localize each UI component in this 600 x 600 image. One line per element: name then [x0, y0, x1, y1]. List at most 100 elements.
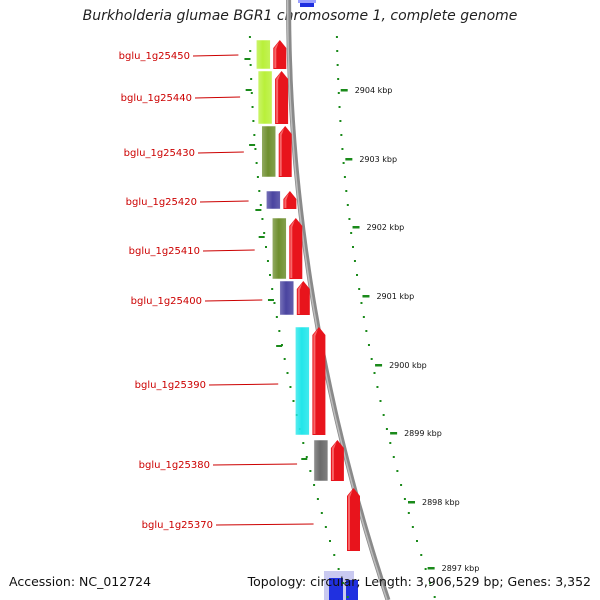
gene-label: bglu_1g25420 [126, 197, 197, 208]
outer-dot [411, 526, 414, 528]
inner-dot [289, 386, 292, 388]
scale-tick-mark [352, 226, 360, 229]
arrow-highlight [331, 442, 337, 480]
outer-dot [346, 204, 349, 206]
gene-label-leader [208, 383, 279, 386]
cog-category-block [313, 439, 329, 482]
forward-strand-arrow [289, 218, 303, 279]
inner-dot [283, 358, 286, 360]
gene-bglu_1g25410: bglu_1g25410 [129, 217, 303, 280]
outer-dot [433, 596, 436, 598]
inner-dot [278, 330, 281, 332]
cog-category-block [256, 39, 271, 70]
inner-dot [253, 134, 256, 136]
outer-dot [392, 456, 395, 458]
scale-tick-label: 2897 kbp [442, 564, 480, 573]
scale-tick-mark [340, 89, 348, 92]
neighbor-ring-top [300, 0, 314, 7]
gene-label-leader [212, 463, 298, 466]
outer-dot [407, 512, 410, 514]
outer-dot [358, 288, 361, 290]
inner-dot [342, 582, 345, 584]
inner-dot [286, 372, 289, 374]
outer-dot [345, 190, 348, 192]
arrow-highlight [279, 128, 285, 176]
arrow-highlight [276, 73, 281, 123]
gene-label: bglu_1g25440 [121, 93, 192, 104]
genome-summary-text: Topology: circular; Length: 3,906,529 bp… [247, 574, 591, 589]
gene-bglu_1g25430: bglu_1g25430 [124, 125, 292, 178]
inner-dot [309, 470, 312, 472]
gene-start-tick [244, 58, 251, 60]
arrow-highlight [348, 490, 353, 550]
inner-dot [337, 568, 340, 570]
cog-category-block [266, 190, 281, 210]
outer-dot [360, 302, 363, 304]
forward-strand-arrow [296, 281, 310, 315]
gene-label: bglu_1g25400 [131, 296, 202, 307]
gene-label: bglu_1g25390 [135, 380, 206, 391]
outer-dot [389, 442, 392, 444]
neighbor-ring-bottom-2 [346, 580, 358, 600]
gene-label: bglu_1g25450 [119, 51, 190, 62]
outer-dot [336, 50, 339, 52]
gene-start-tick [245, 89, 252, 91]
gene-start-tick [249, 144, 256, 146]
outer-dot [353, 260, 356, 262]
outer-dot [382, 414, 385, 416]
forward-strand-arrow [283, 191, 297, 209]
inner-dot [273, 302, 276, 304]
inner-dot [252, 120, 255, 122]
scale-tick-label: 2899 kbp [404, 429, 442, 438]
arrow-highlight [313, 329, 318, 434]
outer-dot [376, 386, 379, 388]
outer-dot [341, 148, 344, 150]
inner-dot [251, 106, 254, 108]
neighbor-ring-top-halo [298, 0, 316, 3]
inner-dot [271, 288, 274, 290]
gene-start-tick [255, 209, 262, 211]
scale-tick-mark [362, 295, 370, 298]
scale-tick-label: 2903 kbp [359, 155, 397, 164]
forward-strand-arrow [330, 440, 344, 481]
neighbor-ring-bottom [329, 578, 343, 600]
gene-start-tick [258, 236, 265, 238]
gene-bglu_1g25380: bglu_1g25380 [139, 439, 344, 482]
gene-bglu_1g25400: bglu_1g25400 [131, 280, 310, 316]
cog-category-block [272, 217, 287, 280]
scale-tick-mark [345, 158, 353, 161]
gene-bglu_1g25390: bglu_1g25390 [135, 326, 326, 436]
arrow-highlight [290, 220, 295, 278]
gene-label: bglu_1g25380 [139, 460, 210, 471]
scale-tick-mark [375, 364, 383, 367]
outer-dot [342, 162, 345, 164]
gene-label-leader [204, 299, 263, 302]
outer-dot [336, 64, 339, 66]
cog-category-block [257, 70, 273, 125]
inner-dot [329, 540, 331, 542]
inner-dot [255, 162, 258, 164]
scale-tick-label: 2898 kbp [422, 498, 460, 507]
outer-dot [335, 36, 338, 38]
inner-dot [250, 92, 253, 94]
gene-label-leader [202, 249, 255, 252]
outer-dot [420, 554, 423, 556]
cog-category-block [279, 280, 295, 316]
inner-dot [302, 442, 305, 444]
outer-dot [356, 274, 359, 276]
inner-dot [261, 218, 264, 220]
outer-dot [352, 246, 355, 248]
gene-bglu_1g25440: bglu_1g25440 [121, 70, 289, 125]
gene-start-tick [301, 458, 308, 460]
outer-dot [429, 582, 432, 584]
gene-start-tick [267, 299, 274, 301]
inner-dot [258, 190, 261, 192]
outer-dot [424, 568, 427, 570]
gene-bglu_1g25450: bglu_1g25450 [119, 39, 287, 70]
inner-dot [265, 246, 268, 248]
inner-dot [259, 204, 262, 206]
scale-tick-label: 2904 kbp [355, 86, 393, 95]
scale-tick-label: 2902 kbp [367, 223, 405, 232]
forward-strand-arrow [275, 71, 289, 124]
